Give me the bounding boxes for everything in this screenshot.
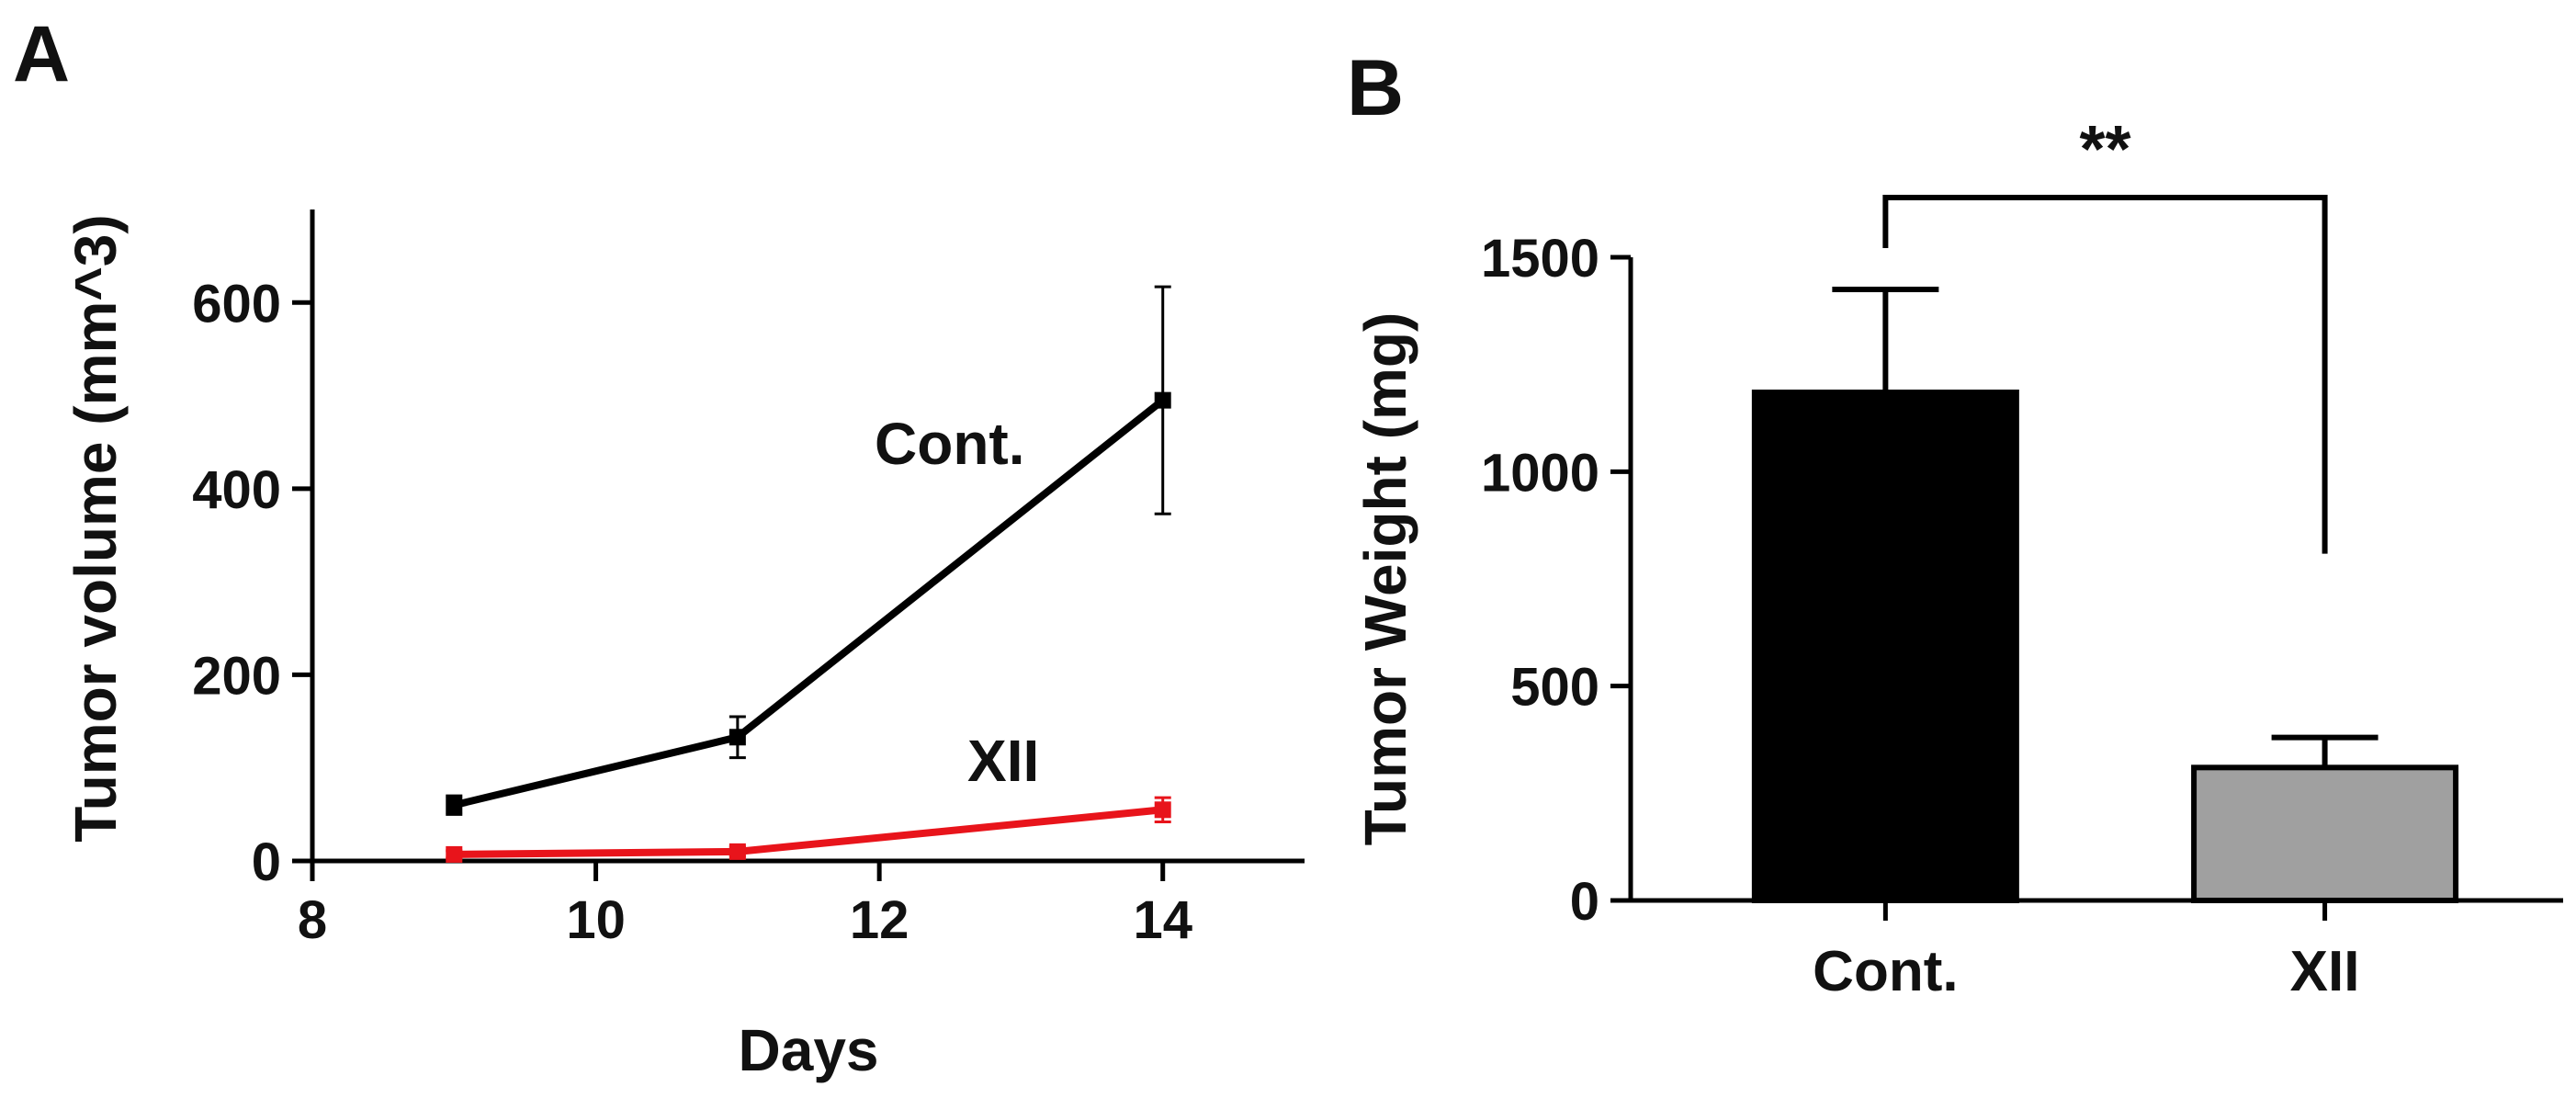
chart-b-tumor-weight: 0 500 1000 1500 Cont. XII ** Tumor Weight (m…	[1352, 113, 2563, 1003]
series-label-cont: Cont.	[875, 411, 1025, 477]
series-line-xii	[454, 806, 1164, 858]
series-label-xii: XII	[967, 728, 1039, 794]
chart-a-y-tick-label: 0	[252, 832, 281, 892]
chart-b-y-ticks: 0 500 1000 1500	[1481, 229, 1631, 932]
chart-b-x-tick-label: Cont.	[1813, 940, 1958, 1003]
chart-b-y-axis-title: Tumor Weight (mg)	[1352, 312, 1418, 846]
chart-a-tumor-volume: 0 200 400 600 8 10 12 14 Cont. XII Days Tumor …	[62, 209, 1305, 1083]
chart-b-y-tick-label: 1000	[1481, 443, 1599, 503]
panel-b-letter: B	[1347, 44, 1404, 132]
significance-bracket: **	[1882, 113, 2328, 554]
data-point-xii	[446, 845, 463, 863]
chart-a-x-tick-label: 8	[298, 890, 327, 950]
chart-a-y-ticks: 0 200 400 600	[192, 274, 312, 892]
chart-b-bars	[1751, 287, 2459, 903]
chart-a-x-tick-label: 12	[850, 890, 910, 950]
chart-a-x-ticks: 8 10 12 14	[298, 861, 1192, 950]
chart-a-y-tick-label: 200	[192, 646, 281, 706]
data-point-xii	[729, 843, 746, 860]
bar-xii	[2191, 764, 2459, 903]
chart-a-x-tick-label: 14	[1133, 890, 1192, 950]
series-line-cont	[453, 397, 1166, 809]
significance-label: **	[2079, 113, 2130, 187]
data-point-xii	[1154, 801, 1171, 819]
chart-a-y-axis-title: Tumor volume (mm^3)	[62, 214, 129, 842]
chart-b-y-tick-label: 500	[1510, 658, 1599, 718]
chart-b-y-tick-label: 1500	[1481, 229, 1599, 289]
chart-b-y-tick-label: 0	[1570, 872, 1599, 932]
chart-a-x-axis-title: Days	[739, 1017, 879, 1083]
chart-b-x-ticks: Cont. XII	[1813, 900, 2359, 1003]
data-point-cont	[446, 797, 463, 814]
chart-b-x-tick-label: XII	[2290, 940, 2360, 1003]
data-point-cont	[729, 729, 746, 746]
panel-a-letter: A	[13, 10, 70, 98]
chart-a-x-tick-label: 10	[566, 890, 626, 950]
chart-a-y-tick-label: 600	[192, 274, 281, 334]
chart-a-y-tick-label: 400	[192, 460, 281, 520]
data-point-cont	[1154, 391, 1171, 409]
chart-a-series	[446, 285, 1171, 863]
bar-cont	[1751, 390, 2019, 903]
